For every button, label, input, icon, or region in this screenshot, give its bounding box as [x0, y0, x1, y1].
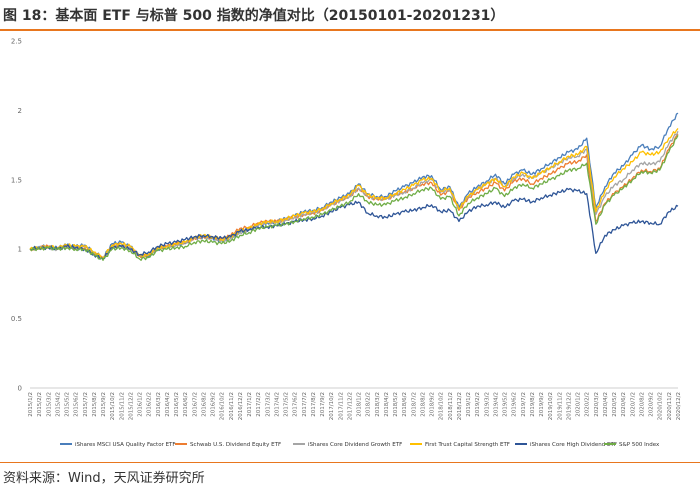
- x-tick-label: 2016/6/2: [183, 392, 189, 417]
- legend-label: S&P 500 Index: [619, 442, 660, 448]
- x-tick-label: 2019/10/2: [548, 392, 554, 420]
- x-tick-label: 2019/5/2: [503, 392, 509, 417]
- x-tick-label: 2020/5/2: [612, 392, 618, 417]
- x-tick-label: 2015/5/2: [65, 392, 71, 417]
- x-tick-label: 2020/12/2: [676, 392, 682, 420]
- x-tick-label: 2016/4/2: [165, 392, 171, 417]
- x-tick-label: 2017/6/2: [293, 392, 299, 417]
- y-tick-label: 2: [18, 107, 22, 115]
- x-tick-label: 2019/1/2: [466, 392, 472, 417]
- x-tick-label: 2016/12/2: [238, 392, 244, 420]
- series-line: [29, 112, 679, 259]
- x-tick-label: 2016/11/2: [229, 392, 235, 420]
- x-tick-label: 2017/7/2: [302, 392, 308, 417]
- x-tick-label: 2016/1/2: [138, 392, 144, 417]
- x-tick-label: 2017/2/2: [256, 392, 262, 417]
- x-axis: 2015/1/2 2015/2/2 2015/3/2 2015/4/2 2015/5/2…: [28, 387, 682, 420]
- x-tick-label: 2016/2/2: [147, 392, 153, 417]
- x-tick-label: 2020/4/2: [603, 392, 609, 417]
- x-tick-label: 2015/3/2: [46, 392, 52, 417]
- legend-label: iShares MSCI USA Quality Factor ETF: [75, 442, 176, 448]
- x-tick-label: 2018/3/2: [375, 392, 381, 417]
- x-tick-label: 2016/7/2: [192, 392, 198, 417]
- x-tick-label: 2017/12/2: [347, 392, 353, 420]
- x-tick-label: 2016/3/2: [156, 392, 162, 417]
- legend-label: Schwab U.S. Dividend Equity ETF: [190, 442, 281, 448]
- x-tick-label: 2015/6/2: [74, 392, 80, 417]
- x-tick-label: 2019/4/2: [493, 392, 499, 417]
- x-tick-label: 2020/8/2: [639, 392, 645, 417]
- legend-label: First Trust Capital Strength ETF: [425, 442, 510, 448]
- x-tick-label: 2019/9/2: [539, 392, 545, 417]
- x-tick-label: 2020/3/2: [594, 392, 600, 417]
- x-tick-label: 2015/8/2: [92, 392, 98, 417]
- x-tick-label: 2020/2/2: [585, 392, 591, 417]
- source-note: 资料来源：Wind，天风证券研究所: [3, 471, 205, 486]
- x-tick-label: 2018/7/2: [411, 392, 417, 417]
- line-chart: 00.511.522.5 2015/1/2 2015/2/2 2015/3/2 201…: [11, 38, 682, 449]
- x-tick-label: 2019/7/2: [521, 392, 527, 417]
- series-line: [29, 135, 679, 261]
- x-tick-label: 2018/11/2: [448, 392, 454, 420]
- y-tick-label: 1.5: [11, 176, 22, 184]
- x-tick-label: 2019/3/2: [484, 392, 490, 417]
- x-tick-label: 2017/5/2: [284, 392, 290, 417]
- x-tick-label: 2018/4/2: [384, 392, 390, 417]
- x-tick-label: 2018/12/2: [457, 392, 463, 420]
- title-bar: 图 18：基本面 ETF 与标普 500 指数的净值对比（20150101-20…: [0, 0, 700, 31]
- y-tick-label: 2.5: [11, 38, 22, 46]
- x-tick-label: 2015/2/2: [37, 392, 43, 417]
- x-tick-label: 2020/6/2: [621, 392, 627, 417]
- x-tick-label: 2016/10/2: [220, 392, 226, 420]
- x-tick-label: 2019/11/2: [557, 392, 563, 420]
- legend-label: iShares Core Dividend Growth ETF: [308, 442, 402, 448]
- x-tick-label: 2020/10/2: [658, 392, 664, 420]
- x-tick-label: 2020/11/2: [667, 392, 673, 420]
- x-tick-label: 2016/8/2: [201, 392, 207, 417]
- x-tick-label: 2015/10/2: [110, 392, 116, 420]
- footer-divider: [0, 462, 700, 463]
- x-tick-label: 2019/2/2: [475, 392, 481, 417]
- x-tick-label: 2016/5/2: [174, 392, 180, 417]
- series-line: [29, 187, 679, 260]
- x-tick-label: 2018/8/2: [420, 392, 426, 417]
- x-tick-label: 2018/10/2: [439, 392, 445, 420]
- x-tick-label: 2015/12/2: [128, 392, 134, 420]
- y-axis: 0 0.5 1 1.5 2 2.5: [11, 38, 22, 393]
- y-tick-label: 1: [18, 246, 22, 254]
- x-tick-label: 2018/5/2: [393, 392, 399, 417]
- x-tick-label: 2017/4/2: [274, 392, 280, 417]
- x-tick-label: 2017/11/2: [338, 392, 344, 420]
- legend-label: iShares Core High Dividend ETF: [530, 442, 617, 448]
- x-tick-label: 2015/11/2: [119, 392, 125, 420]
- x-tick-label: 2017/3/2: [265, 392, 271, 417]
- x-tick-label: 2018/6/2: [402, 392, 408, 417]
- x-tick-label: 2018/2/2: [366, 392, 372, 417]
- x-tick-label: 2019/6/2: [512, 392, 518, 417]
- x-tick-label: 2019/8/2: [530, 392, 536, 417]
- x-tick-label: 2015/7/2: [83, 392, 89, 417]
- x-tick-label: 2017/8/2: [311, 392, 317, 417]
- series-lines: [29, 112, 679, 261]
- x-tick-label: 2020/7/2: [630, 392, 636, 417]
- x-tick-label: 2018/1/2: [357, 392, 363, 417]
- x-tick-label: 2020/9/2: [649, 392, 655, 417]
- chart-title: 图 18：基本面 ETF 与标普 500 指数的净值对比（20150101-20…: [3, 8, 505, 24]
- x-tick-label: 2020/1/2: [576, 392, 582, 417]
- x-tick-label: 2019/12/2: [566, 392, 572, 420]
- x-tick-label: 2017/10/2: [329, 392, 335, 420]
- x-tick-label: 2018/9/2: [430, 392, 436, 417]
- x-tick-label: 2015/9/2: [101, 392, 107, 417]
- x-tick-label: 2015/4/2: [55, 392, 61, 417]
- y-tick-label: 0: [18, 385, 22, 393]
- x-tick-label: 2016/9/2: [211, 392, 217, 417]
- x-tick-label: 2017/9/2: [320, 392, 326, 417]
- y-tick-label: 0.5: [11, 315, 22, 323]
- legend: iShares MSCI USA Quality Factor ETF Schwa…: [60, 442, 660, 448]
- x-tick-label: 2017/1/2: [247, 392, 253, 417]
- x-tick-label: 2015/1/2: [28, 392, 34, 417]
- title-divider: [0, 29, 700, 31]
